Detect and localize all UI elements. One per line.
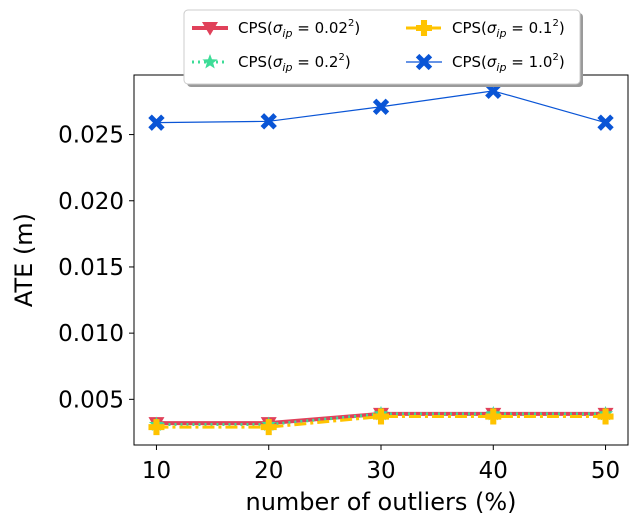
data-point: [372, 98, 390, 115]
x-tick-label: 50: [591, 458, 620, 484]
x-axis: 10 20 30 40 50: [142, 445, 620, 484]
legend-entry: CPS(σip = 0.12): [406, 18, 565, 40]
data-point: [373, 408, 389, 425]
x-tick-label: 40: [479, 458, 508, 484]
legend-entry: CPS(σip = 0.022): [192, 18, 360, 40]
legend-marker: [202, 54, 218, 69]
y-axis-title: ATE (m): [10, 213, 38, 307]
legend-label: CPS(σip = 0.12): [452, 18, 565, 40]
legend: CPS(σip = 0.022) CPS(σip = 0.22) CPS(σip =…: [183, 9, 583, 87]
y-tick-label: 0.015: [58, 255, 124, 281]
y-tick-label: 0.025: [58, 123, 124, 149]
data-point: [597, 114, 614, 131]
x-tick-label: 20: [254, 458, 283, 484]
legend-marker: [416, 20, 432, 36]
series-4: [148, 82, 614, 131]
x-axis-title: number of outliers (%): [246, 488, 517, 516]
data-point: [260, 113, 277, 130]
legend-marker: [202, 22, 218, 36]
legend-entry: CPS(σip = 0.22): [192, 52, 351, 74]
legend-entry: CPS(σip = 1.02): [406, 52, 565, 74]
legend-marker: [415, 53, 433, 71]
legend-label: CPS(σip = 0.22): [238, 52, 351, 74]
legend-label: CPS(σip = 0.022): [238, 18, 360, 40]
legend-label: CPS(σip = 1.02): [452, 52, 565, 74]
data-point: [260, 419, 277, 436]
plot-frame: [133, 74, 629, 446]
y-axis: 0.005 0.010 0.015 0.020 0.025: [58, 123, 134, 413]
data-point: [597, 408, 614, 425]
data-point: [485, 408, 502, 425]
plot-area-border: [133, 74, 629, 446]
y-tick-label: 0.010: [58, 321, 124, 347]
x-tick-label: 10: [142, 458, 171, 484]
data-point: [148, 419, 165, 436]
legend-box: [183, 9, 581, 85]
data-point: [148, 114, 165, 131]
y-tick-label: 0.005: [58, 387, 124, 413]
y-tick-label: 0.020: [58, 189, 124, 215]
series-3: [148, 408, 614, 436]
series-layer: [148, 82, 614, 436]
x-tick-label: 30: [366, 458, 395, 484]
